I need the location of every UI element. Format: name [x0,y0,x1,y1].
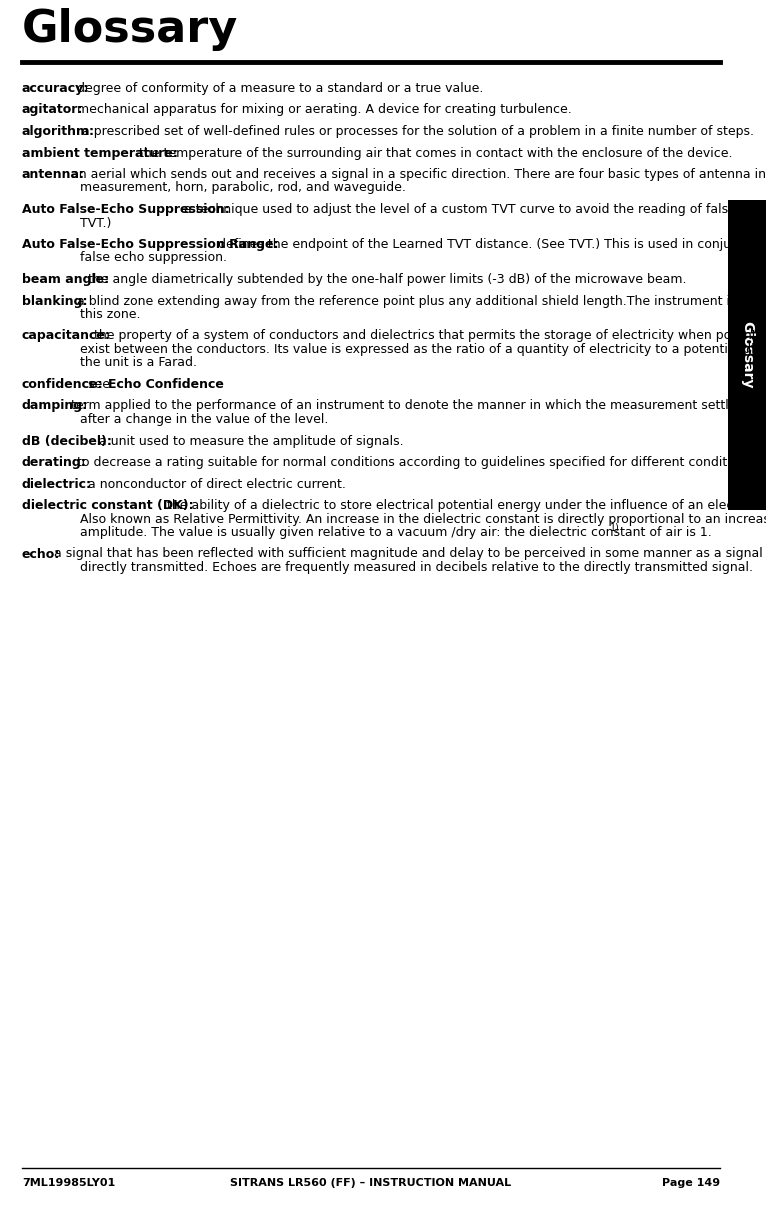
Text: damping:: damping: [22,400,88,412]
Text: defines the endpoint of the Learned TVT distance. (See TVT.) This is used in con: defines the endpoint of the Learned TVT … [218,238,766,251]
Text: the property of a system of conductors and dielectrics that permits the storage : the property of a system of conductors a… [93,330,766,343]
Text: TVT.): TVT.) [80,216,111,230]
Text: Auto False-Echo Suppression:: Auto False-Echo Suppression: [22,203,230,216]
Text: degree of conformity of a measure to a standard or a true value.: degree of conformity of a measure to a s… [77,82,483,95]
Text: directly transmitted. Echoes are frequently measured in decibels relative to the: directly transmitted. Echoes are frequen… [80,561,753,574]
Text: 1): 1) [611,523,620,533]
Text: 7ML19985LY01: 7ML19985LY01 [22,1178,115,1187]
Text: the angle diametrically subtended by the one-half power limits (-3 dB) of the mi: the angle diametrically subtended by the… [88,273,686,286]
Text: the ability of a dielectric to store electrical potential energy under the influ: the ability of a dielectric to store ele… [167,499,766,512]
Text: Glossary: Glossary [22,8,238,51]
Text: SITRANS LR560 (FF) – INSTRUCTION MANUAL: SITRANS LR560 (FF) – INSTRUCTION MANUAL [231,1178,512,1187]
Text: blanking:: blanking: [22,295,87,308]
Text: beam angle:: beam angle: [22,273,109,286]
Text: dB (decibel):: dB (decibel): [22,435,112,447]
Text: confidence:: confidence: [22,378,103,391]
Text: after a change in the value of the level.: after a change in the value of the level… [80,413,329,426]
Text: false echo suppression.: false echo suppression. [80,251,227,265]
Text: antenna:: antenna: [22,168,85,181]
Text: Also known as Relative Permittivity. An increase in the dielectric constant is d: Also known as Relative Permittivity. An … [80,512,766,525]
Text: to decrease a rating suitable for normal conditions according to guidelines spec: to decrease a rating suitable for normal… [77,455,757,469]
Text: ambient temperature:: ambient temperature: [22,146,178,159]
Text: accuracy:: accuracy: [22,82,90,95]
Text: the temperature of the surrounding air that comes in contact with the enclosure : the temperature of the surrounding air t… [139,146,732,159]
Text: an aerial which sends out and receives a signal in a specific direction. There a: an aerial which sends out and receives a… [71,168,766,181]
Text: derating:: derating: [22,455,87,469]
Text: a unit used to measure the amplitude of signals.: a unit used to measure the amplitude of … [100,435,404,447]
Text: dielectric:: dielectric: [22,477,92,490]
Text: a signal that has been reflected with sufficient magnitude and delay to be perce: a signal that has been reflected with su… [54,547,766,561]
Text: a blind zone extending away from the reference point plus any additional shield : a blind zone extending away from the ref… [77,295,766,308]
Text: a prescribed set of well-defined rules or processes for the solution of a proble: a prescribed set of well-defined rules o… [83,124,755,138]
Text: a technique used to adjust the level of a custom TVT curve to avoid the reading : a technique used to adjust the level of … [184,203,766,216]
Text: Glossary: Glossary [740,321,754,389]
Text: the unit is a Farad.: the unit is a Farad. [80,356,197,370]
Text: agitator:: agitator: [22,104,83,116]
Text: algorithm:: algorithm: [22,124,95,138]
Text: see: see [88,378,114,391]
Text: Auto False-Echo Suppression Range:: Auto False-Echo Suppression Range: [22,238,279,251]
Text: a nonconductor of direct electric current.: a nonconductor of direct electric curren… [88,477,346,490]
Text: measurement, horn, parabolic, rod, and waveguide.: measurement, horn, parabolic, rod, and w… [80,181,406,194]
Text: dielectric constant (DK):: dielectric constant (DK): [22,499,194,512]
Text: echo:: echo: [22,547,61,561]
Text: term applied to the performance of an instrument to denote the manner in which t: term applied to the performance of an in… [71,400,766,412]
Text: capacitance:: capacitance: [22,330,111,343]
Text: Echo Confidence: Echo Confidence [108,378,224,391]
Text: Page 149: Page 149 [662,1178,720,1187]
Text: this zone.: this zone. [80,308,140,321]
Text: exist between the conductors. Its value is expressed as the ratio of a quantity : exist between the conductors. Its value … [80,343,766,356]
Text: amplitude. The value is usually given relative to a vacuum /dry air: the dielect: amplitude. The value is usually given re… [80,525,712,539]
Text: mechanical apparatus for mixing or aerating. A device for creating turbulence.: mechanical apparatus for mixing or aerat… [77,104,571,116]
Bar [728,201,766,510]
